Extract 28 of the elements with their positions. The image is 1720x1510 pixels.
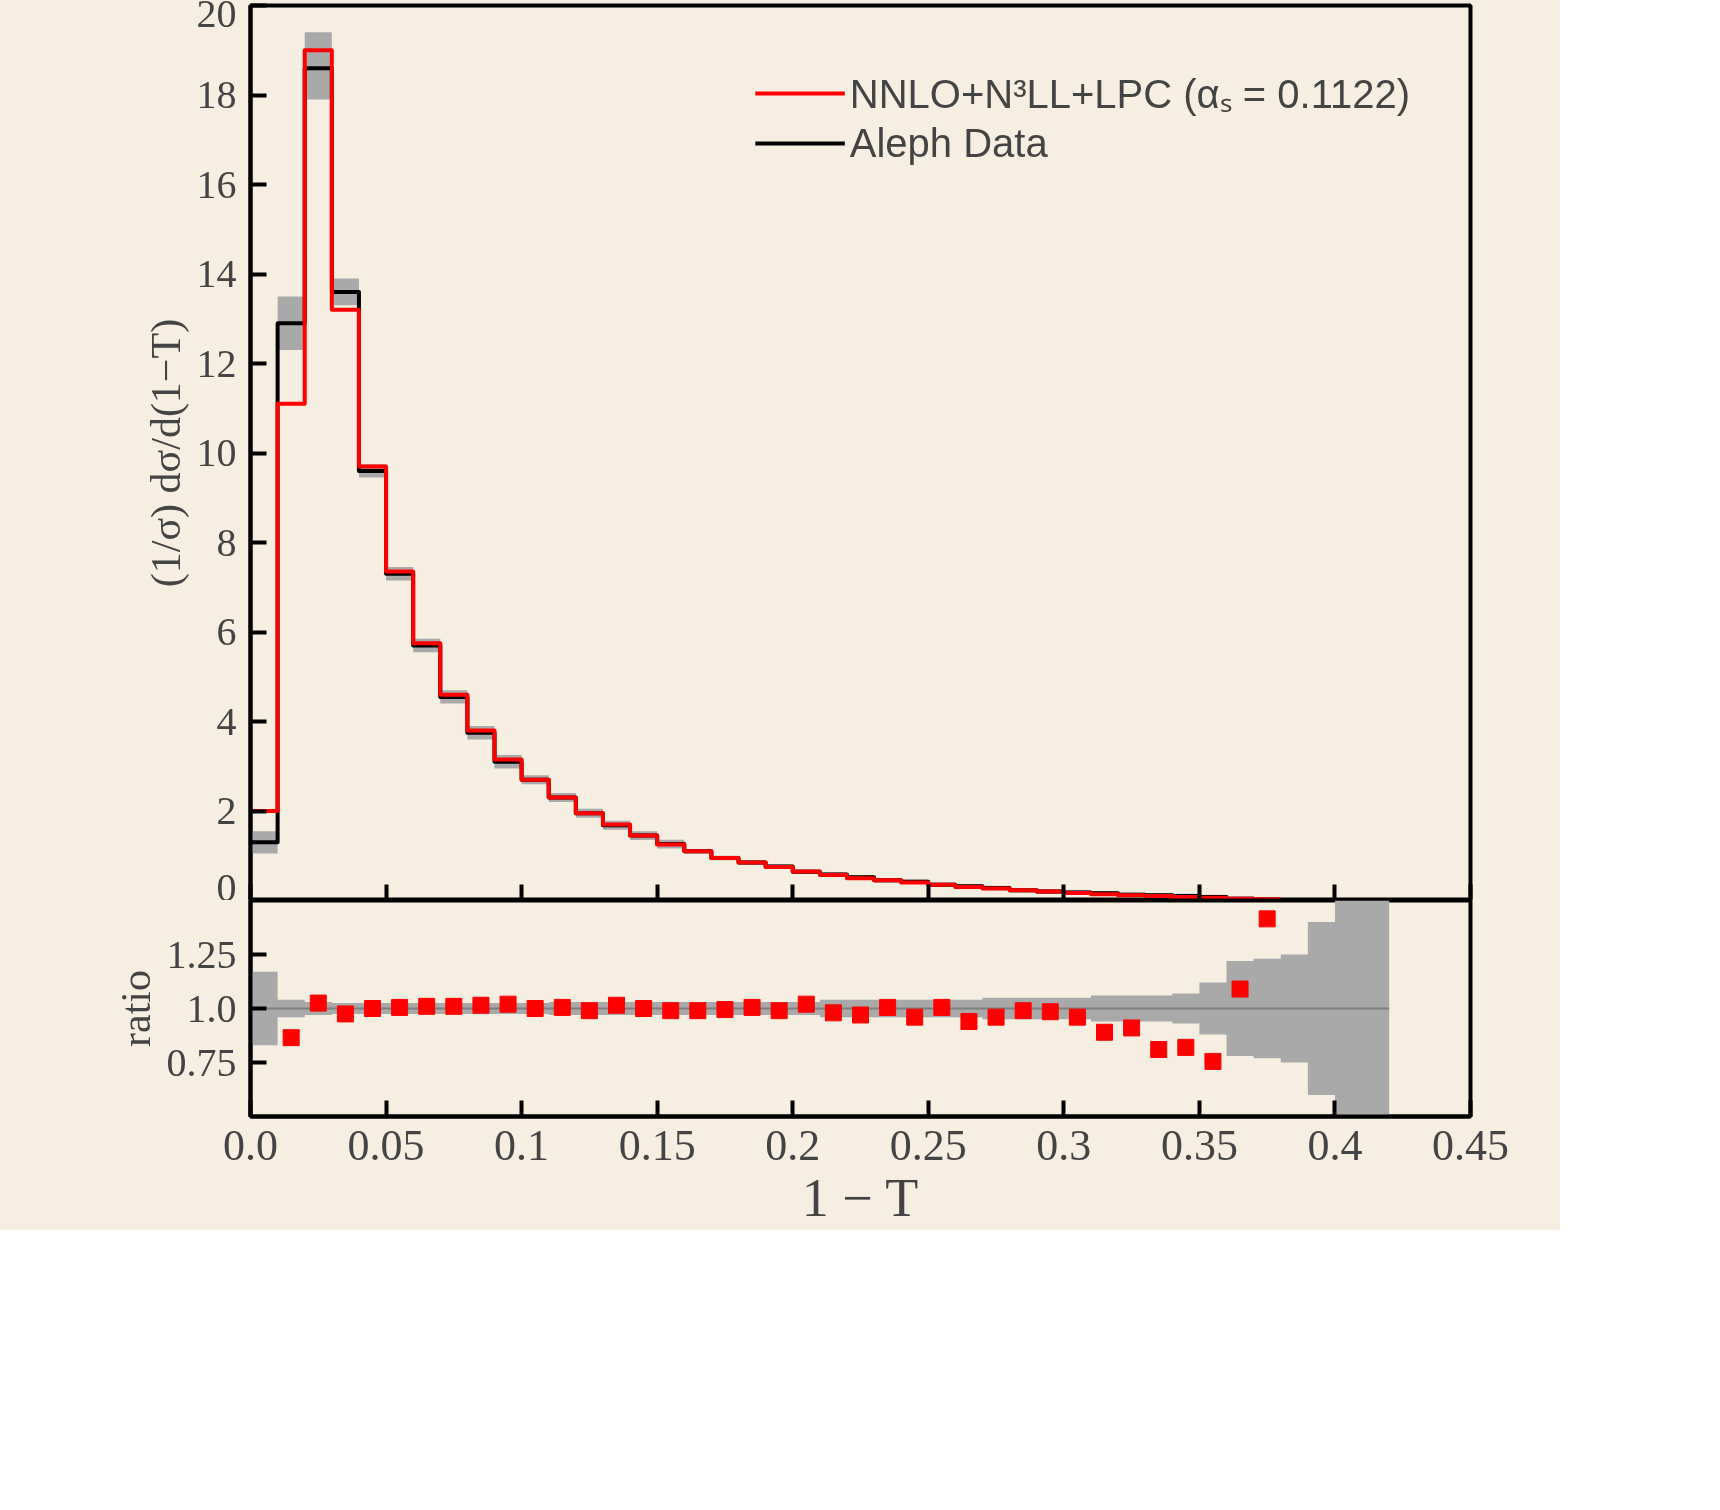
y-tick-label: 12 xyxy=(196,340,237,386)
y-tick-label: 18 xyxy=(196,72,237,117)
y-tick-label: 2 xyxy=(216,788,237,833)
y-tick-label: 1.0 xyxy=(186,985,237,1031)
x-tick-label: 0.25 xyxy=(889,1120,967,1170)
x-tick-label: 0.4 xyxy=(1307,1120,1363,1170)
x-tick-label: 0.0 xyxy=(223,1120,278,1170)
x-tick-label: 0.35 xyxy=(1160,1120,1238,1170)
y-tick-label: 6 xyxy=(216,609,237,654)
legend-label: NNLO+N³LL+LPC (αₛ = 0.1122) xyxy=(849,71,1410,118)
x-tick-label: 0.1 xyxy=(494,1120,550,1170)
y-tick-label: 16 xyxy=(196,161,237,207)
y-tick-label: 10 xyxy=(196,430,237,475)
y-tick-label: 14 xyxy=(196,251,237,296)
y-tick-label: 4 xyxy=(216,698,237,744)
x-tick-label: 0.05 xyxy=(347,1120,425,1170)
x-tick-label: 0.3 xyxy=(1036,1120,1092,1170)
legend-label: Aleph Data xyxy=(849,120,1048,166)
y-tick-label: 8 xyxy=(216,519,237,565)
x-tick-label: 0.15 xyxy=(618,1120,696,1170)
x-tick-label: 0.2 xyxy=(765,1120,821,1170)
y-axis-title: (1/σ) dσ/d(1−T) xyxy=(142,318,190,588)
y-tick-label: 1.25 xyxy=(166,931,237,977)
y-tick-label: 0.75 xyxy=(166,1039,237,1085)
x-tick-label: 0.45 xyxy=(1432,1120,1509,1170)
x-axis-title: 1 − T xyxy=(801,1167,919,1228)
y-axis-title: ratio xyxy=(112,970,159,1047)
y-tick-label: 20 xyxy=(196,0,237,36)
